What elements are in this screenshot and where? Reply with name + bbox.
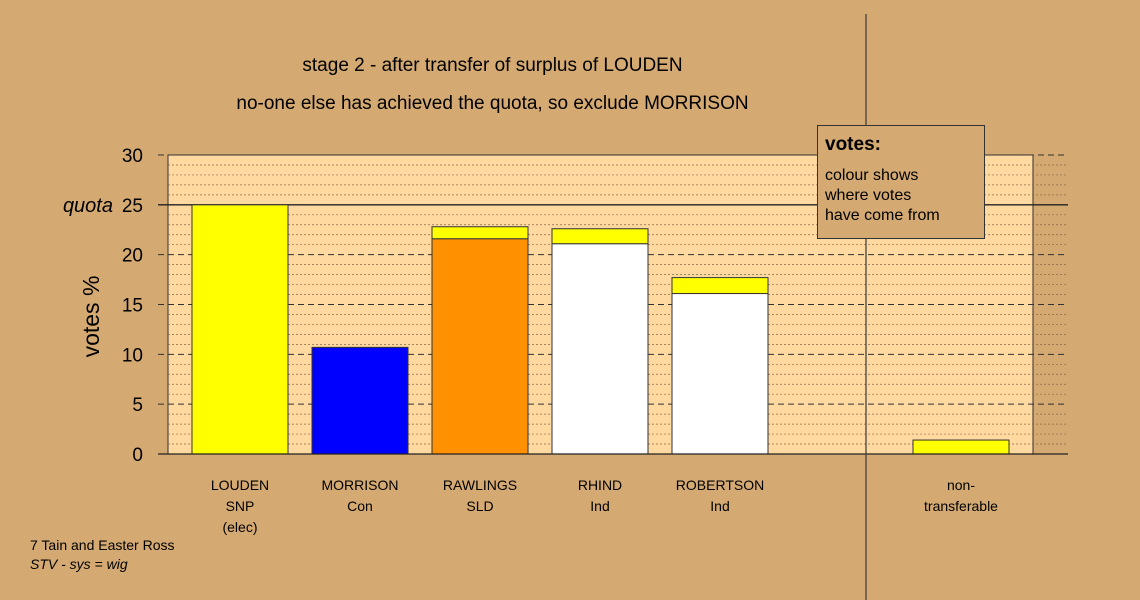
bar-segment (551, 243, 649, 455)
legend-line: have come from (825, 207, 940, 224)
legend-line: where votes (825, 187, 912, 204)
legend-line: colour shows (825, 167, 919, 184)
chart-title: stage 2 - after transfer of surplus of L… (302, 55, 683, 76)
bar-segment (551, 228, 649, 245)
constituency-label: 7 Tain and Easter Ross (30, 537, 175, 553)
x-category-label: Con (347, 498, 373, 514)
x-category-label: Ind (590, 498, 609, 514)
bar-segment (191, 204, 289, 455)
y-tick-label: 30 (122, 146, 143, 167)
x-category-label: RAWLINGS (443, 477, 517, 493)
y-tick-label: 0 (132, 445, 143, 466)
x-category-label: non- (947, 477, 975, 493)
x-category-label: LOUDEN (211, 477, 269, 493)
y-tick-label: 5 (132, 395, 143, 416)
bar-segment (431, 238, 529, 455)
chart-subtitle: no-one else has achieved the quota, so e… (236, 93, 749, 114)
bar-segment (311, 346, 409, 455)
y-tick-label: 15 (122, 296, 143, 317)
x-category-label: SNP (226, 498, 255, 514)
y-axis-label: votes % (78, 276, 104, 358)
bar-segment (671, 277, 769, 295)
x-category-label: transferable (924, 498, 998, 514)
y-tick-label: 20 (122, 246, 143, 267)
bar-segment (912, 439, 1010, 455)
bar-segment (431, 226, 529, 240)
x-category-label: Ind (710, 498, 729, 514)
x-category-label: MORRISON (322, 477, 399, 493)
quota-label: quota (63, 195, 113, 217)
y-tick-label: 10 (122, 345, 143, 366)
y-tick-label: 25 (122, 196, 143, 217)
x-category-label: SLD (466, 498, 493, 514)
bar-segment (671, 293, 769, 455)
x-category-label: RHIND (578, 477, 622, 493)
x-category-label: ROBERTSON (676, 477, 764, 493)
legend-heading: votes: (825, 134, 881, 155)
legend-box: votes: colour shows where votes have com… (817, 125, 985, 239)
x-category-label: (elec) (222, 519, 257, 535)
system-label: STV - sys = wig (30, 556, 128, 572)
